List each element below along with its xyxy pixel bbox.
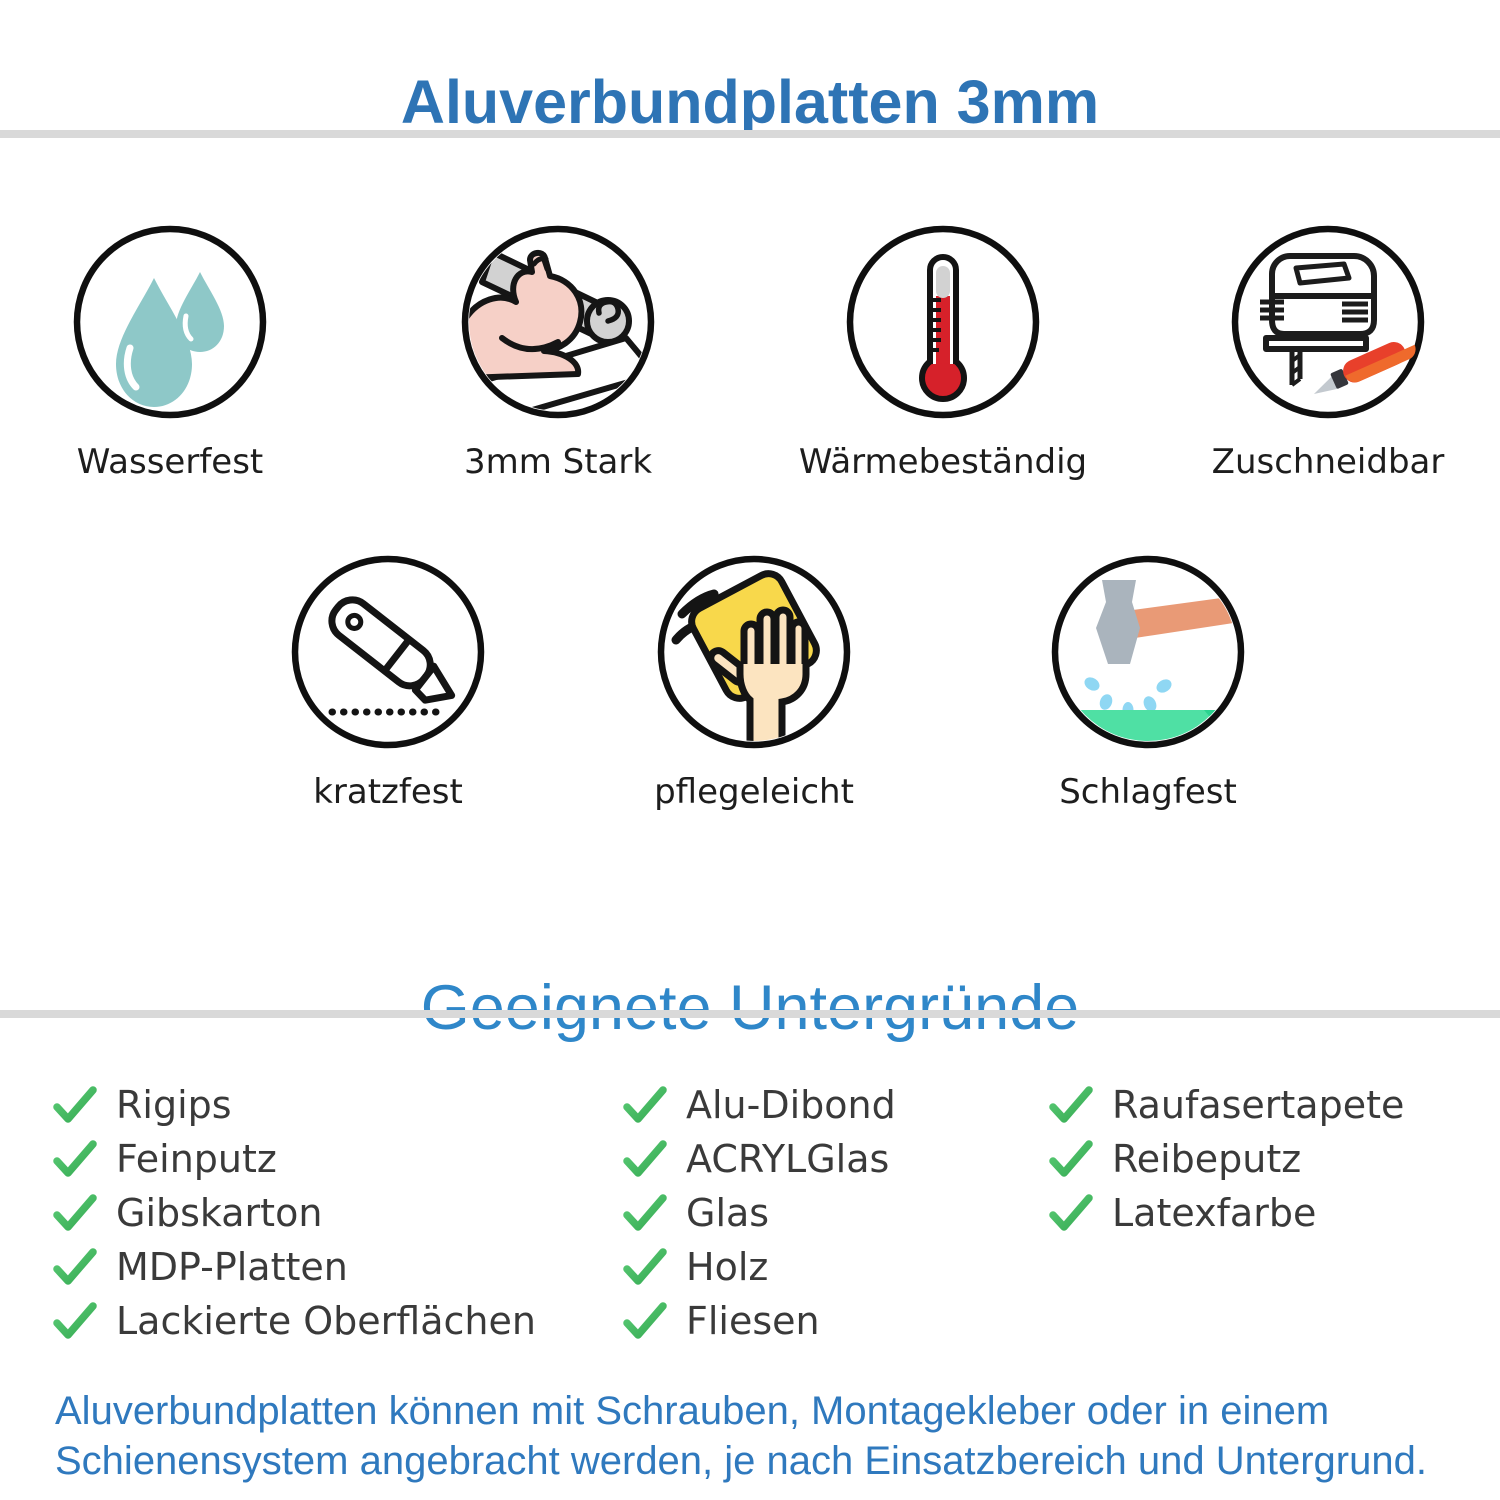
water-drops-icon: [73, 225, 267, 419]
craft-knife: [1313, 341, 1416, 394]
divider-section: [0, 1010, 1500, 1018]
list-item: Raufasertapete: [1048, 1078, 1404, 1132]
list-item: Feinputz: [52, 1132, 536, 1186]
substrate-column-3: Raufasertapete Reibeputz Latexfarbe: [1048, 1078, 1404, 1240]
substrate-column-2: Alu-Dibond ACRYLGlas Glas Holz Fliesen: [622, 1078, 896, 1348]
feature-waermebestaendig: Wärmebeständig: [793, 222, 1093, 482]
hammer-icon: [1051, 555, 1245, 749]
mounting-note-line2: Schienensystem angebracht werden, je nac…: [55, 1439, 1427, 1483]
list-item: Rigips: [52, 1078, 536, 1132]
feature-3mm-stark: 3mm Stark: [408, 222, 708, 482]
checkmark-icon: [53, 1302, 97, 1339]
checkmark-icon: [623, 1302, 667, 1339]
list-item: Gibskarton: [52, 1186, 536, 1240]
substrate-column-1: Rigips Feinputz Gibskarton MDP-Platten L…: [52, 1078, 536, 1348]
list-item: Lackierte Oberflächen: [52, 1294, 536, 1348]
list-item: Reibeputz: [1048, 1132, 1404, 1186]
mounting-note-line1: Aluverbundplatten können mit Schrauben, …: [55, 1389, 1330, 1433]
jigsaw-icon: [1231, 225, 1425, 419]
checkmark-icon: [623, 1086, 667, 1123]
feature-label: 3mm Stark: [463, 442, 653, 482]
list-item: Holz: [622, 1240, 896, 1294]
checkmark-icon: [53, 1140, 97, 1177]
feature-label: kratzfest: [313, 772, 463, 812]
muscle-arm-icon: [461, 225, 655, 419]
checkmark-icon: [623, 1248, 667, 1285]
checkmark-icon: [53, 1086, 97, 1123]
section-title: Geeignete Untergründe: [420, 973, 1080, 1044]
checkmark-icon: [1049, 1194, 1093, 1231]
feature-schlagfest: Schlagfest: [998, 552, 1298, 812]
list-item: Fliesen: [622, 1294, 896, 1348]
feature-pflegeleicht: pflegeleicht: [604, 552, 904, 812]
feature-label: pflegeleicht: [654, 772, 854, 812]
divider-top: [0, 130, 1500, 138]
list-item: MDP-Platten: [52, 1240, 536, 1294]
page-title: Aluverbundplatten 3mm: [400, 67, 1100, 136]
list-item: Alu-Dibond: [622, 1078, 896, 1132]
thermometer-icon: [846, 225, 1040, 419]
checkmark-icon: [623, 1194, 667, 1231]
checkmark-icon: [1049, 1086, 1093, 1123]
checkmark-icon: [1049, 1140, 1093, 1177]
feature-kratzfest: kratzfest: [238, 552, 538, 812]
feature-zuschneidbar: Zuschneidbar: [1178, 222, 1478, 482]
feature-label: Schlagfest: [1059, 772, 1237, 812]
mounting-note: Aluverbundplatten können mit Schrauben, …: [55, 1386, 1427, 1486]
list-item: ACRYLGlas: [622, 1132, 896, 1186]
feature-wasserfest: Wasserfest: [20, 222, 320, 482]
checkmark-icon: [53, 1248, 97, 1285]
checkmark-icon: [53, 1194, 97, 1231]
cleaning-hand-icon: [657, 555, 851, 749]
feature-label: Zuschneidbar: [1211, 442, 1445, 482]
feature-label: Wasserfest: [76, 442, 264, 482]
checkmark-icon: [623, 1140, 667, 1177]
feature-label: Wärmebeständig: [798, 442, 1088, 482]
list-item: Latexfarbe: [1048, 1186, 1404, 1240]
utility-knife-icon: [291, 555, 485, 749]
list-item: Glas: [622, 1186, 896, 1240]
